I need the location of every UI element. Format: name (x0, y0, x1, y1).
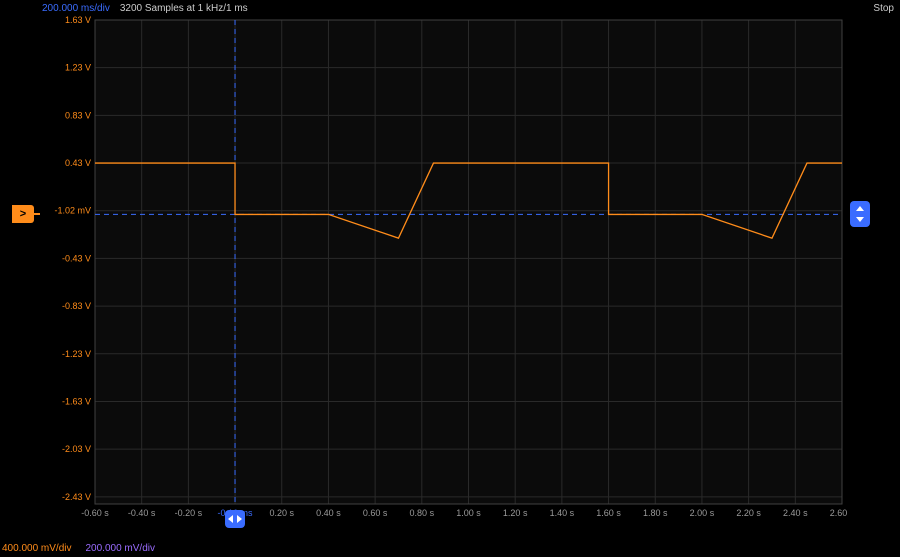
svg-text:-0.60 s: -0.60 s (81, 508, 109, 518)
svg-text:-0.83 V: -0.83 V (62, 301, 91, 311)
svg-text:-1.23 V: -1.23 V (62, 349, 91, 359)
svg-text:1.23 V: 1.23 V (65, 63, 91, 73)
svg-text:1.20 s: 1.20 s (503, 508, 528, 518)
channel1-zero-handle[interactable]: > (12, 205, 34, 223)
svg-text:-0.43 V: -0.43 V (62, 253, 91, 263)
svg-text:1.60 s: 1.60 s (596, 508, 621, 518)
svg-text:1.80 s: 1.80 s (643, 508, 668, 518)
svg-text:2.40 s: 2.40 s (783, 508, 808, 518)
bottom-bar: 400.000 mV/div 200.000 mV/div (0, 541, 900, 557)
leftright-arrows-icon (228, 514, 242, 524)
svg-text:-2.03 V: -2.03 V (62, 444, 91, 454)
svg-text:-1.63 V: -1.63 V (62, 396, 91, 406)
svg-text:0.80 s: 0.80 s (410, 508, 435, 518)
svg-text:2.60 s: 2.60 s (830, 508, 850, 518)
svg-text:1.00 s: 1.00 s (456, 508, 481, 518)
svg-text:1.63 V: 1.63 V (65, 15, 91, 25)
updown-arrows-icon (854, 206, 866, 222)
svg-text:-0.40 s: -0.40 s (128, 508, 156, 518)
svg-text:0.43 V: 0.43 V (65, 158, 91, 168)
timebase-label: 200.000 ms/div (42, 3, 110, 14)
svg-text:-1.02 mV: -1.02 mV (54, 206, 91, 216)
trigger-level-handle[interactable] (850, 201, 870, 227)
svg-text:0.83 V: 0.83 V (65, 110, 91, 120)
trigger-position-handle[interactable] (225, 510, 245, 528)
svg-text:2.00 s: 2.00 s (690, 508, 715, 518)
run-status: Stop (873, 3, 894, 14)
sample-info: 3200 Samples at 1 kHz/1 ms (120, 3, 248, 14)
ch1-scale-label: 400.000 mV/div (2, 543, 72, 554)
svg-text:0.40 s: 0.40 s (316, 508, 341, 518)
oscilloscope-chart: 1.63 V 1.23 V 0.83 V 0.43 V -1.02 mV -0.43 V -… (40, 14, 850, 524)
chevron-right-icon: > (20, 208, 26, 220)
svg-text:-2.43 V: -2.43 V (62, 492, 91, 502)
ch2-scale-label: 200.000 mV/div (86, 543, 156, 554)
svg-text:0.20 s: 0.20 s (269, 508, 294, 518)
svg-text:2.20 s: 2.20 s (736, 508, 761, 518)
svg-text:-0.20 s: -0.20 s (175, 508, 203, 518)
svg-text:0.60 s: 0.60 s (363, 508, 388, 518)
top-bar: 200.000 ms/div 3200 Samples at 1 kHz/1 m… (0, 0, 900, 15)
svg-text:1.40 s: 1.40 s (550, 508, 575, 518)
